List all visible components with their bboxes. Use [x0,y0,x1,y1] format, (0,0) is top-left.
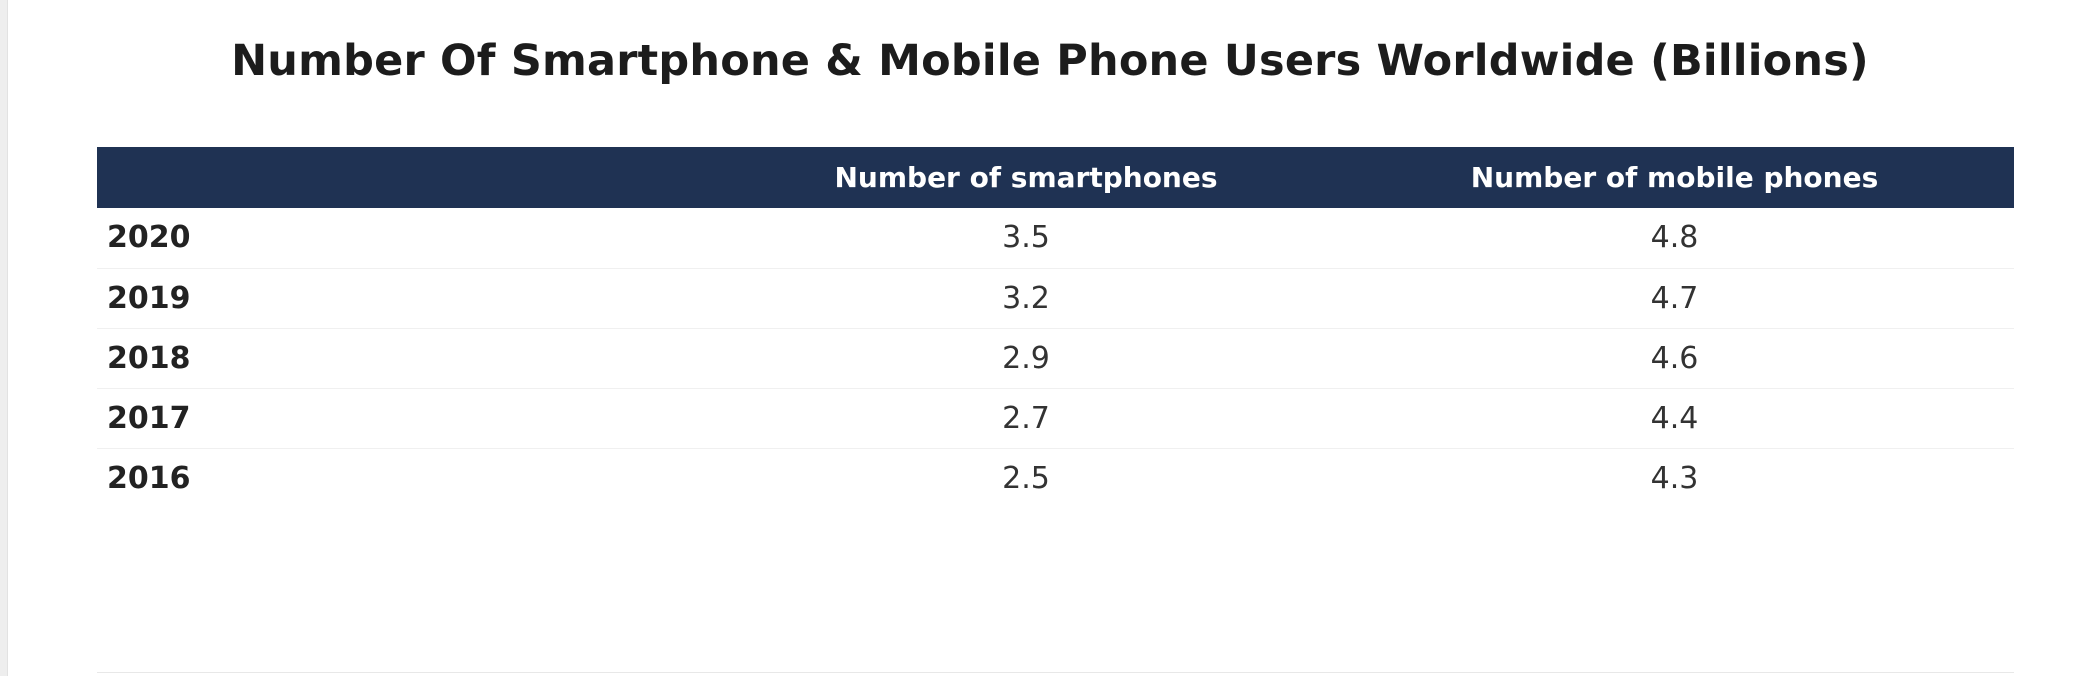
header-cell-year [97,147,577,208]
bottom-divider [97,672,2014,673]
table-header-row: Number of smartphones Number of mobile p… [97,147,2014,208]
table-row: 2020 3.5 4.8 [97,208,2014,268]
mobile-phones-cell: 4.4 [1650,400,1699,436]
table-body: 2020 3.5 4.8 2019 3.2 4.7 2018 2.9 4.6 2… [97,208,2014,508]
chart-title: Number Of Smartphone & Mobile Phone User… [231,36,1869,86]
smartphones-cell: 3.2 [1002,280,1050,316]
year-cell: 2016 [107,460,191,496]
mobile-phones-cell: 4.6 [1650,340,1699,376]
mobile-phones-cell: 4.3 [1650,460,1699,496]
mobile-phones-cell: 4.8 [1650,220,1699,256]
data-table-container: Number of smartphones Number of mobile p… [97,147,2014,508]
table-header: Number of smartphones Number of mobile p… [97,147,2014,208]
header-cell-smartphones: Number of smartphones [834,161,1218,194]
table-row: 2019 3.2 4.7 [97,268,2014,328]
year-cell: 2018 [107,340,191,376]
left-border [0,0,8,676]
smartphones-cell: 3.5 [1002,220,1050,256]
year-cell: 2019 [107,280,191,316]
smartphones-cell: 2.5 [1002,460,1050,496]
smartphones-cell: 2.7 [1002,400,1050,436]
table-row: 2017 2.7 4.4 [97,388,2014,448]
year-cell: 2020 [107,220,191,256]
table-row: 2016 2.5 4.3 [97,448,2014,508]
mobile-phones-cell: 4.7 [1650,280,1699,316]
data-table: Number of smartphones Number of mobile p… [97,147,2014,508]
header-cell-mobile-phones: Number of mobile phones [1470,161,1879,194]
smartphones-cell: 2.9 [1002,340,1050,376]
table-row: 2018 2.9 4.6 [97,328,2014,388]
year-cell: 2017 [107,400,191,436]
